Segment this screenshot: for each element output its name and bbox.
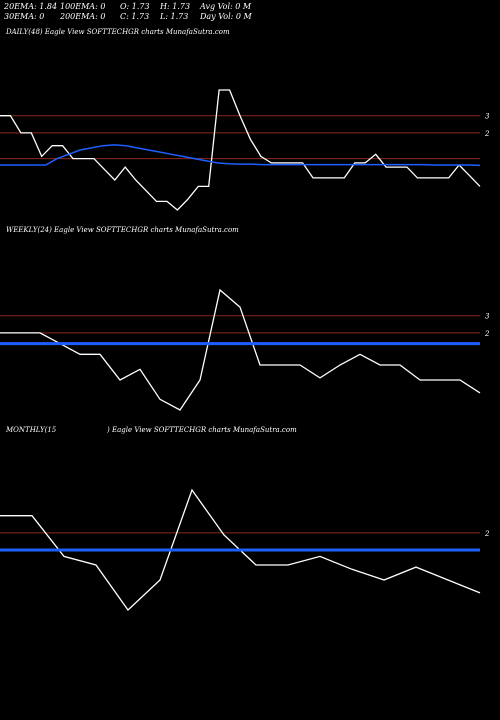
monthly-chart: 2 [0,488,490,611]
daily-chart: 32 [0,89,490,211]
ema200-label: 200EMA: 0 [60,12,106,21]
weekly-price-line [0,288,481,411]
day-vol-label: Day Vol: 0 M [200,12,252,21]
avg-vol-label: Avg Vol: 0 M [200,2,252,11]
daily-average-line [0,144,481,167]
monthly-tick-label-0: 2 [484,530,490,538]
ema100-label: 100EMA: 0 [60,2,106,11]
high-label: H: 1.73 [160,2,191,11]
weekly-chart-title: WEEKLY(24) Eagle View SOFTTECHGR charts … [6,226,239,234]
open-label: O: 1.73 [120,2,150,11]
daily-tick-label-0: 3 [485,113,490,121]
ema30-label: 30EMA: 0 [4,12,45,21]
close-label: C: 1.73 [120,12,150,21]
daily-tick-label-1: 2 [484,130,490,138]
daily-price-line [0,89,481,211]
low-label: L: 1.73 [160,12,189,21]
monthly-chart-title-left: MONTHLY(15 [6,426,57,434]
daily-chart-title: DAILY(48) Eagle View SOFTTECHGR charts M… [6,28,230,36]
weekly-tick-label-1: 2 [484,330,490,338]
weekly-tick-label-0: 3 [485,313,490,321]
monthly-chart-title-right: ) Eagle View SOFTTECHGR charts MunafaSut… [107,426,297,434]
ema20-label: 20EMA: 1.84 [4,2,58,11]
weekly-chart: 32 [0,288,490,411]
